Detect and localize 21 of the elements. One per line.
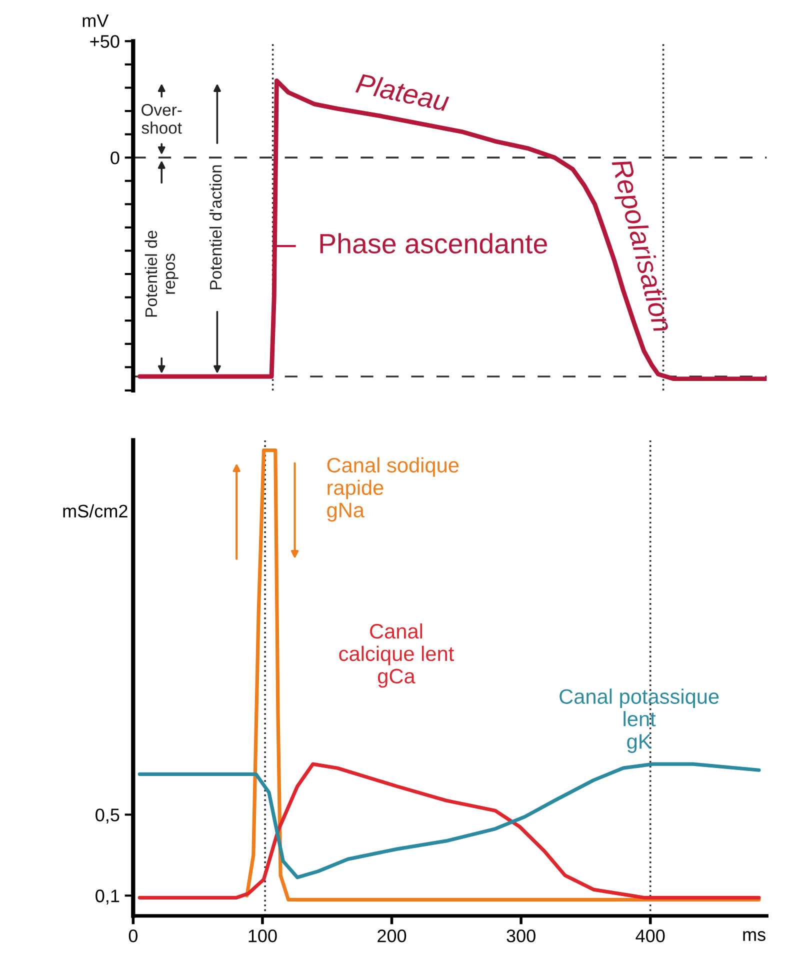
series-label: Canal potassique lent gK [560, 688, 719, 753]
line-series [245, 448, 761, 902]
text: Canal sodique rapide gNa [327, 457, 459, 522]
x-tick-label: 300 [506, 930, 536, 942]
annotation: Potentiel de repos [144, 230, 178, 317]
x-axis-title: ms [743, 931, 766, 941]
annotation: Phase ascendante [320, 233, 547, 254]
x-tick-label: 100 [248, 930, 277, 942]
annotation: Plateau [355, 72, 450, 112]
annotation: Over- shoot [142, 104, 182, 134]
x-tick-label: 400 [636, 930, 665, 942]
y-axis-title: mV [82, 14, 109, 27]
y-tick-label: 0,5 [96, 808, 120, 824]
text: Canal calcique lent gCa [339, 623, 454, 688]
x-tick-label: 0 [128, 930, 138, 942]
x-tick-label: 200 [378, 930, 406, 942]
y-axis-title: mS/cm2 [63, 504, 128, 518]
y-tick-label: 0,1 [96, 890, 120, 904]
y-tick-label: +50 [90, 35, 120, 48]
annotation: Potentiel d'action [209, 165, 222, 290]
y-tick-label: 0 [110, 152, 120, 164]
